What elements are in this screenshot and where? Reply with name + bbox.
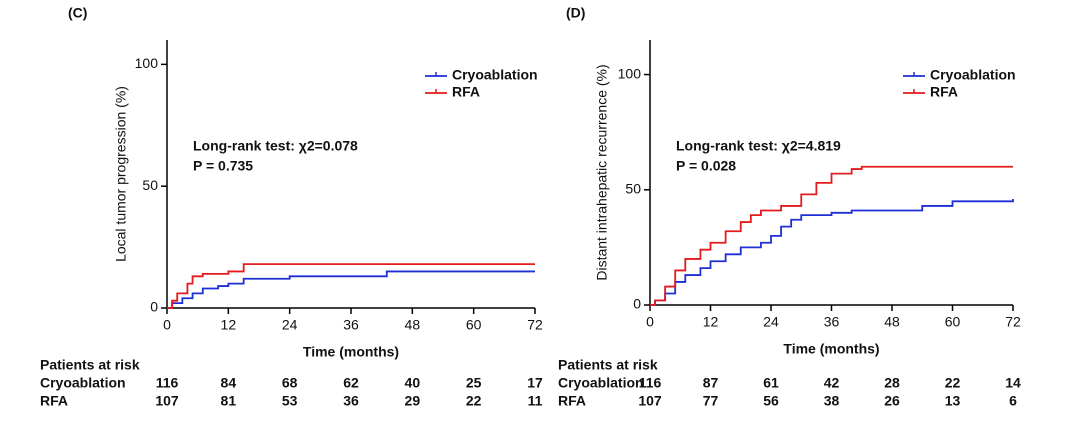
annotation: P = 0.028 (676, 158, 736, 174)
risk-count: 81 (221, 393, 237, 409)
risk-table-title: Patients at risk (40, 357, 140, 373)
y-tick-label: 0 (150, 299, 158, 315)
legend-label: RFA (452, 84, 480, 100)
risk-row-name: Cryoablation (40, 375, 126, 391)
y-tick-label: 50 (625, 180, 641, 196)
risk-count: 40 (405, 375, 421, 391)
risk-row-name: Cryoablation (558, 375, 644, 391)
x-tick-label: 48 (884, 314, 900, 330)
risk-row-name: RFA (558, 393, 586, 409)
risk-count: 22 (945, 375, 961, 391)
x-tick-label: 0 (163, 317, 171, 333)
risk-count: 36 (343, 393, 359, 409)
x-tick-label: 0 (646, 314, 654, 330)
legend-label: Cryoablation (930, 67, 1016, 83)
risk-count: 28 (884, 375, 900, 391)
risk-count: 22 (466, 393, 482, 409)
y-axis-label: Local tumor progression (%) (113, 86, 129, 262)
risk-count: 68 (282, 375, 298, 391)
x-tick-label: 60 (945, 314, 961, 330)
annotation: P = 0.735 (193, 158, 253, 174)
survival-curve (167, 270, 535, 309)
risk-count: 61 (763, 375, 779, 391)
risk-row-name: RFA (40, 393, 68, 409)
legend-label: Cryoablation (452, 67, 538, 83)
risk-count: 38 (824, 393, 840, 409)
x-axis-label: Time (months) (783, 341, 879, 357)
risk-count: 6 (1009, 393, 1017, 409)
risk-count: 42 (824, 375, 840, 391)
risk-count: 25 (466, 375, 482, 391)
survival-curve (167, 263, 535, 309)
x-tick-label: 12 (221, 317, 237, 333)
x-tick-label: 60 (466, 317, 482, 333)
x-tick-label: 36 (343, 317, 359, 333)
x-tick-label: 24 (282, 317, 298, 333)
risk-count: 56 (763, 393, 779, 409)
y-tick-label: 0 (633, 296, 641, 312)
y-tick-label: 50 (142, 177, 158, 193)
risk-count: 107 (155, 393, 179, 409)
survival-curve (650, 199, 1014, 306)
risk-count: 29 (405, 393, 421, 409)
panel-label: (D) (566, 5, 585, 21)
x-tick-label: 12 (703, 314, 719, 330)
annotation: Long-rank test: χ2=0.078 (193, 138, 358, 154)
risk-count: 11 (528, 393, 543, 409)
risk-count: 13 (945, 393, 961, 409)
risk-count: 84 (221, 375, 237, 391)
risk-count: 62 (343, 375, 359, 391)
x-tick-label: 36 (824, 314, 840, 330)
risk-table-title: Patients at risk (558, 357, 658, 373)
risk-count: 53 (282, 393, 298, 409)
x-tick-label: 48 (405, 317, 421, 333)
x-tick-label: 72 (527, 317, 543, 333)
y-tick-label: 100 (135, 55, 159, 71)
risk-count: 17 (527, 375, 543, 391)
x-tick-label: 24 (763, 314, 779, 330)
risk-count: 77 (703, 393, 719, 409)
legend-label: RFA (930, 84, 958, 100)
risk-count: 116 (156, 375, 179, 391)
panel-label: (C) (68, 5, 87, 21)
y-tick-label: 100 (618, 65, 642, 81)
survival-curve (650, 165, 1013, 306)
annotation: Long-rank test: χ2=4.819 (676, 138, 841, 154)
risk-count: 87 (703, 375, 719, 391)
risk-count: 116 (639, 375, 662, 391)
y-axis-label: Distant intrahepatic recurrence (%) (594, 64, 610, 280)
x-axis-label: Time (months) (303, 344, 399, 360)
risk-count: 26 (884, 393, 900, 409)
risk-count: 14 (1005, 375, 1021, 391)
x-tick-label: 72 (1005, 314, 1021, 330)
risk-count: 107 (638, 393, 662, 409)
